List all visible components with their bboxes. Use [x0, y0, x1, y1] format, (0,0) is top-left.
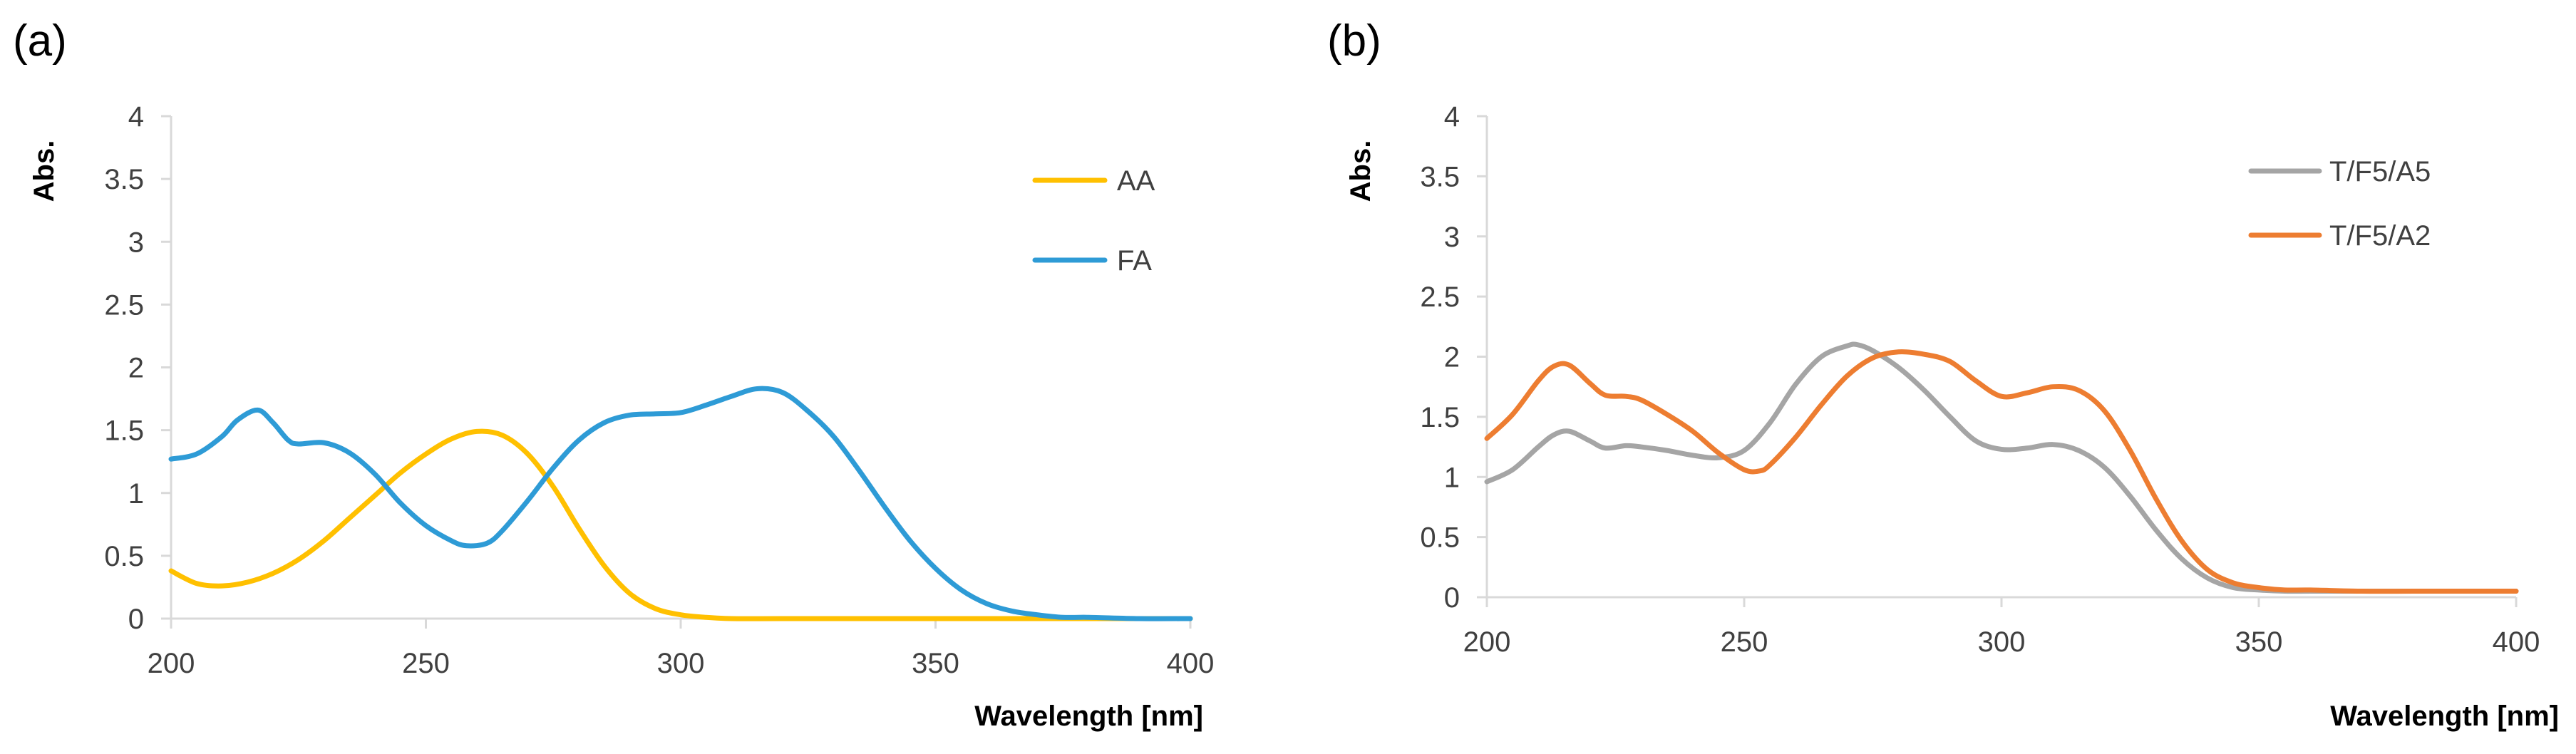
y-axis-title: Abs.: [1345, 140, 1376, 202]
y-tick-label: 4: [128, 101, 144, 133]
legend-label-aa: AA: [1117, 165, 1155, 197]
x-tick-label: 300: [1978, 626, 2026, 658]
x-tick-label: 300: [657, 648, 705, 679]
y-tick-label: 1: [1444, 462, 1460, 493]
y-tick-label: 2.5: [1420, 282, 1460, 313]
x-axis-title: Wavelength [nm]: [974, 701, 1203, 732]
x-tick-label: 400: [2493, 626, 2540, 658]
y-tick-label: 0.5: [1420, 522, 1460, 554]
x-tick-label: 250: [402, 648, 450, 679]
chart-panel-b: (b) 0 0.5 1 1.5 2 2.5 3 3.5 4 200 250 300 350 400 Wavel…: [1327, 16, 2559, 732]
x-tick-label: 250: [1721, 626, 1768, 658]
series-line-aa: [168, 428, 1193, 621]
y-tick-label: 3: [128, 227, 144, 258]
y-tick-label: 1: [128, 478, 144, 510]
legend-label-t-f5-a5: T/F5/A5: [2329, 156, 2431, 187]
chart-panel-a: (a) 0 0.5 1 1.5 2 2.5 3 3.5 4 200 250 300 350 400 Wavel…: [13, 16, 1214, 732]
x-axis-title: Wavelength [nm]: [2330, 701, 2559, 732]
y-tick-label: 4: [1444, 101, 1460, 133]
y-tick-label: 0: [128, 604, 144, 635]
y-axis-title: Abs.: [29, 140, 60, 202]
x-tick-label: 350: [2235, 626, 2283, 658]
y-tick-label: 1.5: [104, 415, 144, 447]
legend-label-t-f5-a2: T/F5/A2: [2329, 220, 2431, 252]
series-line-t-f5-a5: [1484, 341, 2519, 594]
y-tick-label: 3.5: [1420, 161, 1460, 192]
y-tick-label: 3: [1444, 222, 1460, 253]
y-tick-label: 0: [1444, 582, 1460, 614]
y-tick-label: 1.5: [1420, 402, 1460, 433]
panel-label: (a): [13, 16, 67, 66]
series-line-fa: [168, 386, 1193, 621]
y-tick-label: 2.5: [104, 289, 144, 321]
series-line-t-f5-a2: [1484, 349, 2519, 594]
x-tick-label: 200: [1463, 626, 1511, 658]
x-tick-label: 200: [148, 648, 195, 679]
y-tick-label: 0.5: [104, 541, 144, 572]
y-tick-label: 2: [1444, 342, 1460, 373]
panel-label: (b): [1327, 16, 1381, 66]
x-tick-label: 350: [912, 648, 959, 679]
x-tick-label: 400: [1167, 648, 1215, 679]
legend-label-fa: FA: [1117, 245, 1152, 277]
y-tick-label: 3.5: [104, 164, 144, 195]
y-tick-label: 2: [128, 353, 144, 384]
